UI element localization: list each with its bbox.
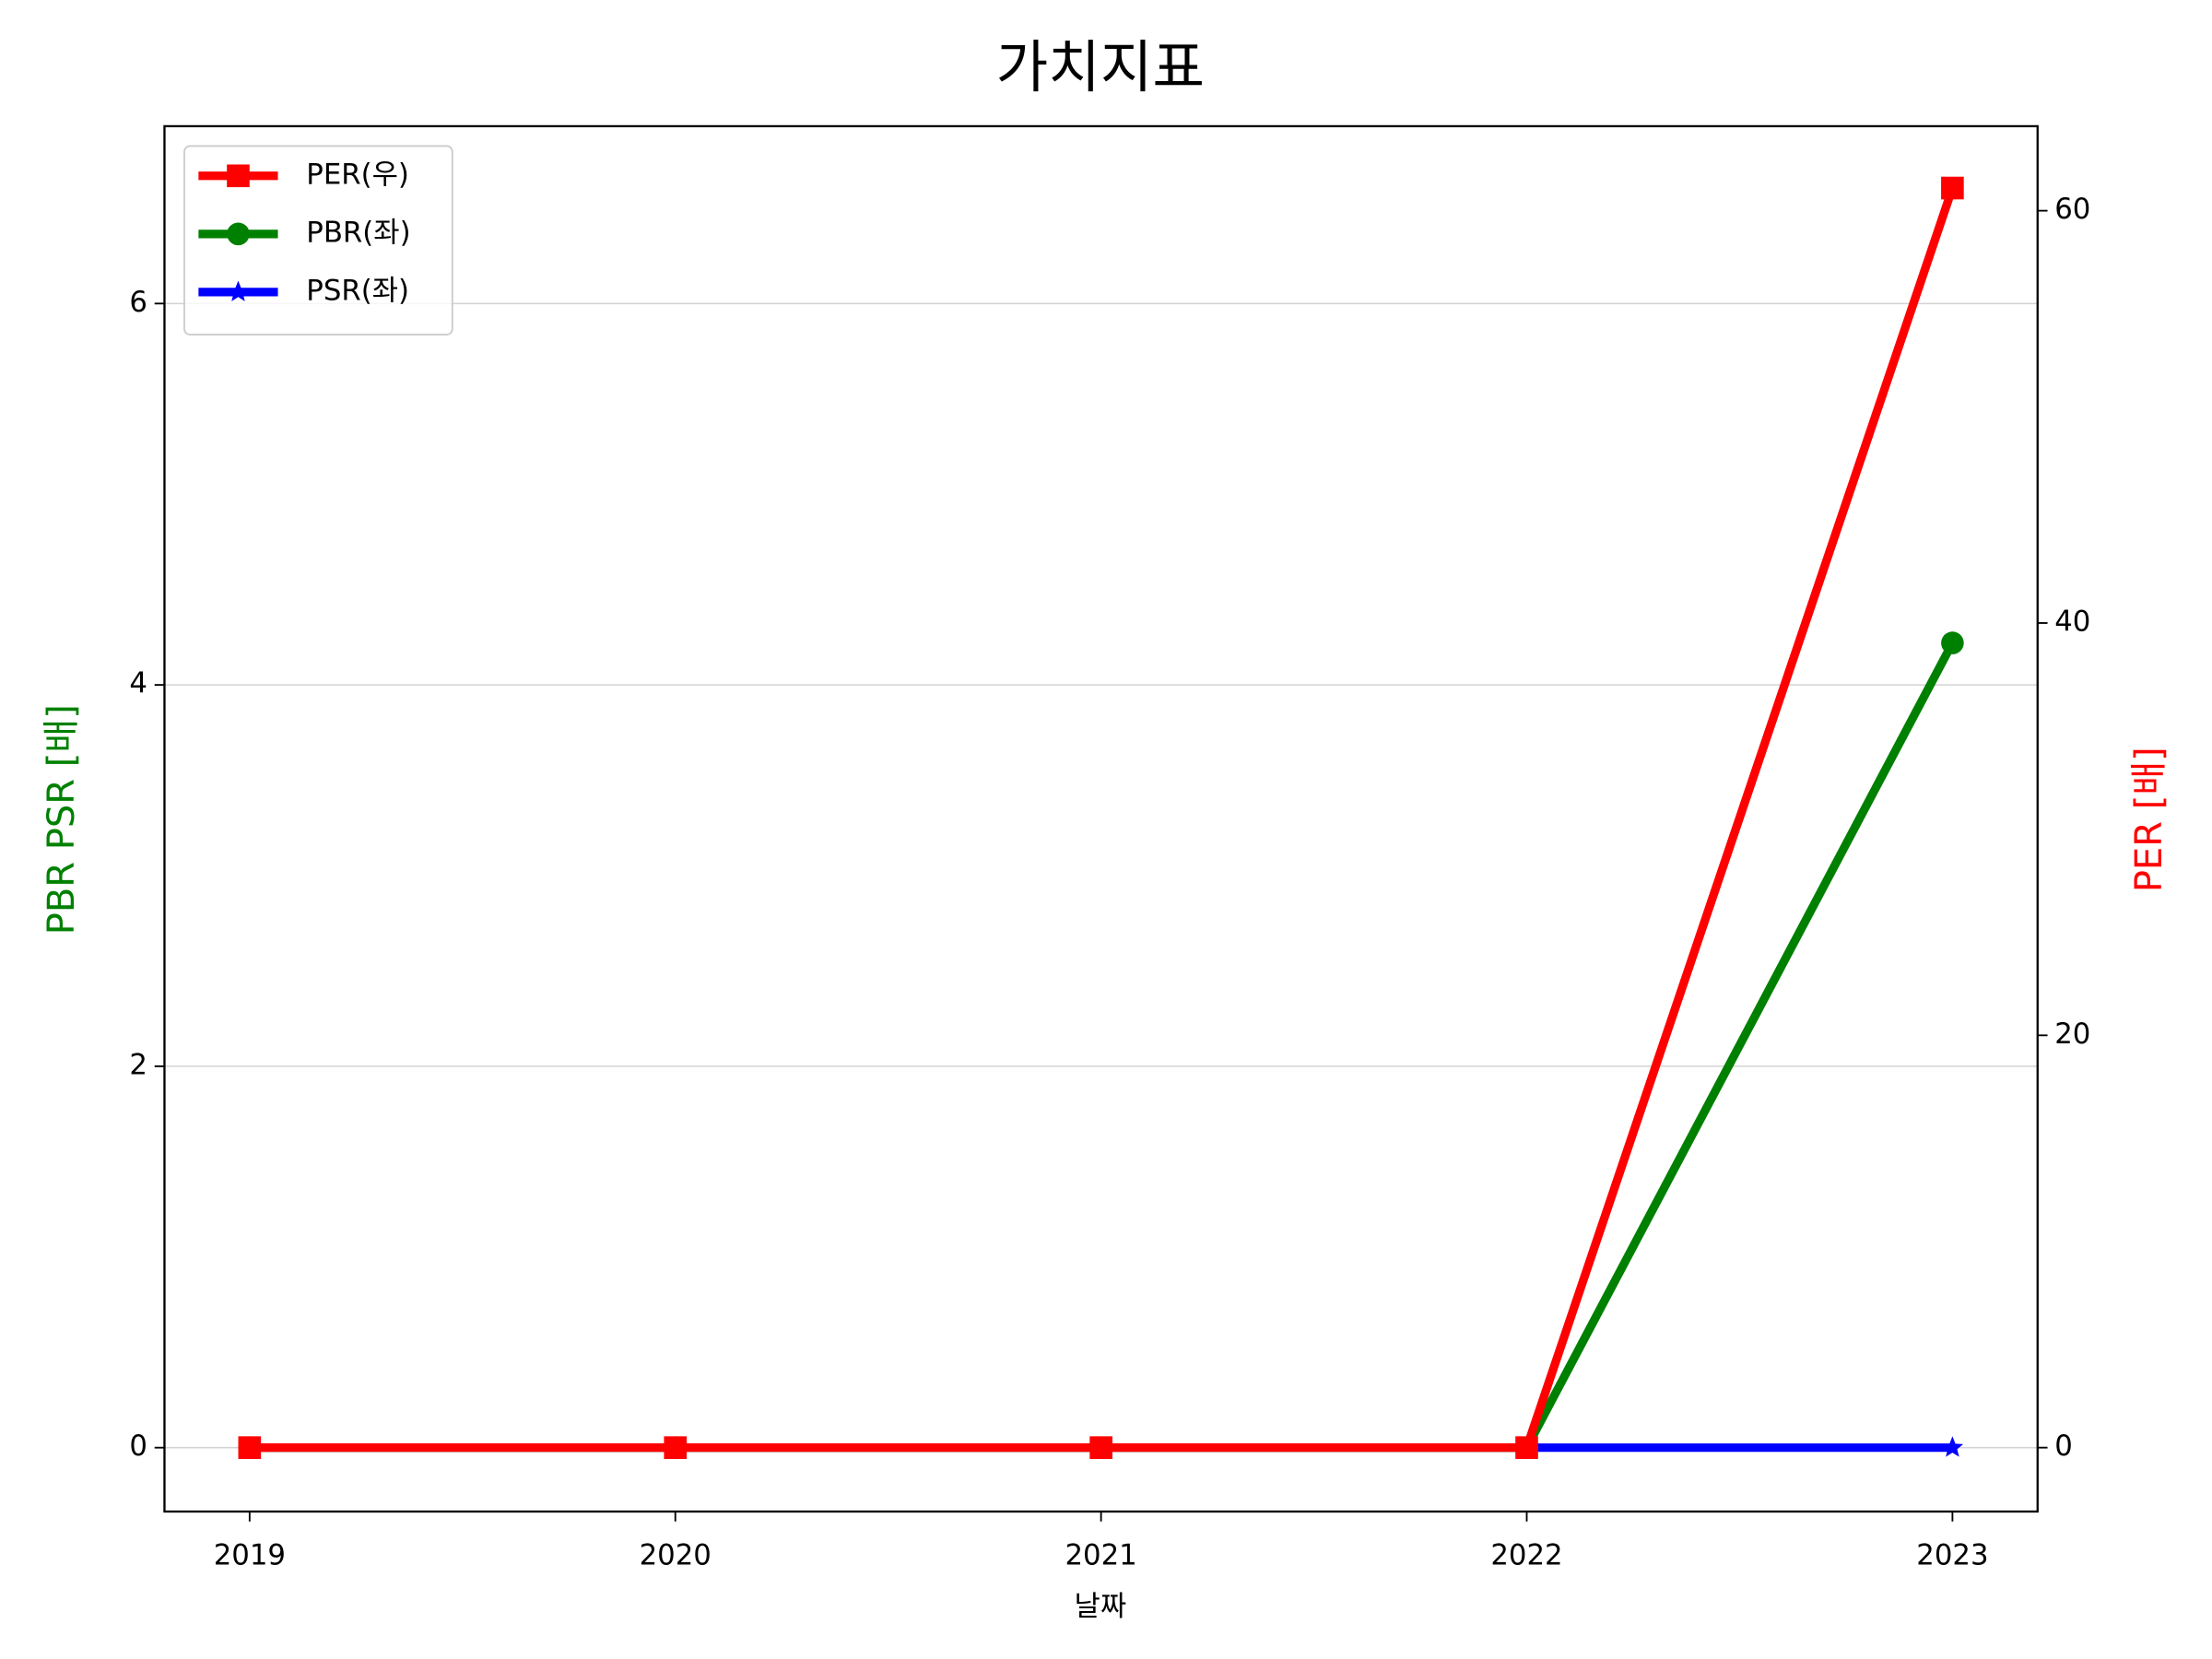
y2-tick-label: 40: [2054, 605, 2090, 638]
data-point: [1515, 1436, 1538, 1459]
legend-marker: [227, 222, 250, 246]
data-point: [1941, 176, 1964, 200]
series-line: [249, 186, 1957, 1453]
legend-label: PER(우): [306, 158, 409, 191]
data-point: [1089, 1436, 1112, 1459]
y2-tick-label: 20: [2054, 1018, 2090, 1051]
legend-marker: [227, 164, 250, 188]
y-axis-label: PBR PSR [배]: [41, 704, 83, 935]
plot-frame: [163, 124, 2039, 1513]
chart-title: 가치지표: [996, 34, 1205, 100]
x-tick-label: 2022: [1490, 1539, 1562, 1572]
x-tick-label: 2021: [1065, 1539, 1136, 1572]
data-point: [1941, 631, 1964, 654]
y2-axis-label: PER [배]: [2128, 747, 2171, 892]
data-point: [664, 1436, 688, 1459]
legend-label: PBR(좌): [306, 216, 410, 249]
x-tick-label: 2020: [640, 1539, 712, 1572]
legend-box: [183, 145, 453, 335]
x-tick-label: 2023: [1916, 1539, 1988, 1572]
legend-marker: [227, 280, 250, 301]
x-axis-label: 날짜: [1075, 1590, 1127, 1623]
series-line: [249, 641, 1957, 1453]
y2-tick-label: 0: [2054, 1430, 2073, 1463]
y-tick-label: 0: [129, 1430, 147, 1463]
y-tick-label: 2: [129, 1048, 147, 1081]
legend-label: PSR(좌): [306, 274, 409, 307]
y-tick-label: 6: [129, 286, 147, 319]
data-point: [238, 1436, 262, 1459]
x-tick-label: 2019: [214, 1539, 286, 1572]
y2-tick-label: 60: [2054, 193, 2090, 226]
y-tick-label: 4: [129, 667, 147, 700]
data-point: [1941, 1436, 1964, 1457]
